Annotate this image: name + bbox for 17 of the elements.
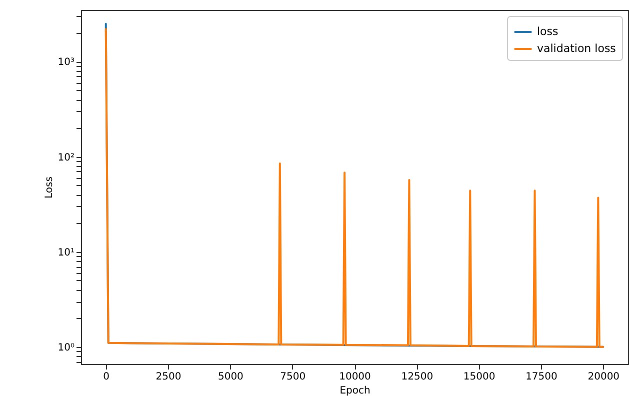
x-tick-label: 12500 <box>401 372 434 382</box>
x-tick-label: 15000 <box>463 372 496 382</box>
x-tick-label: 0 <box>103 372 110 382</box>
x-tick-label: 5000 <box>218 372 244 382</box>
x-axis-title: Epoch <box>340 386 370 396</box>
y-tick-label: 10³ <box>58 57 74 68</box>
y-axis-title: Loss <box>44 176 55 198</box>
x-tick-label: 10000 <box>339 372 371 382</box>
legend-label: loss <box>537 25 559 38</box>
y-tick-label: 10⁰ <box>58 342 74 354</box>
x-tick-label: 17500 <box>526 372 558 382</box>
x-tick-label: 7500 <box>280 372 306 382</box>
y-tick-label: 10² <box>58 152 74 164</box>
x-tick-label: 20000 <box>588 372 620 382</box>
y-tick-label: 10¹ <box>58 247 74 258</box>
x-tick-label: 2500 <box>156 372 182 382</box>
legend-label: validation loss <box>537 42 616 55</box>
